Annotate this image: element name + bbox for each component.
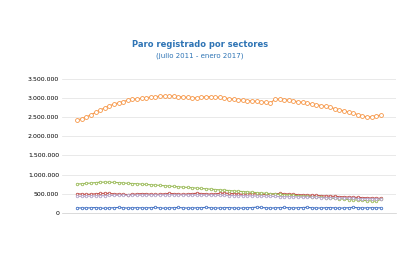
Text: Paro registrado por sectores: Paro registrado por sectores xyxy=(132,40,268,49)
CONSTRUCCIÓN xyxy=(98,181,102,184)
CONSTRUCCIÓN xyxy=(116,181,121,184)
INDUSTRIA xyxy=(199,192,204,195)
Text: Evolución del paro por sectores: Evolución del paro por sectores xyxy=(81,12,319,25)
SIN EMPLEO ANT. xyxy=(75,195,80,198)
SIN EMPLEO ANT. xyxy=(217,194,222,197)
INDUSTRIA xyxy=(112,192,116,195)
Line: CONSTRUCCIÓN: CONSTRUCCIÓN xyxy=(76,181,382,202)
SIN EMPLEO ANT. xyxy=(167,193,172,196)
CONSTRUCCIÓN xyxy=(102,181,107,184)
AGRICULTURA xyxy=(75,206,80,209)
INDUSTRIA xyxy=(360,196,365,199)
AGRICULTURA xyxy=(217,206,222,209)
AGRICULTURA xyxy=(204,206,208,209)
SERVICIOS xyxy=(204,95,208,98)
CONSTRUCCIÓN xyxy=(75,183,80,186)
Line: AGRICULTURA: AGRICULTURA xyxy=(76,206,382,209)
SIN EMPLEO ANT. xyxy=(360,197,365,200)
AGRICULTURA xyxy=(254,206,259,209)
SERVICIOS xyxy=(360,114,365,117)
CONSTRUCCIÓN xyxy=(204,187,208,190)
INDUSTRIA xyxy=(75,192,80,195)
SERVICIOS xyxy=(121,100,126,103)
SERVICIOS xyxy=(75,118,80,122)
CONSTRUCCIÓN xyxy=(356,199,360,202)
AGRICULTURA xyxy=(102,207,107,210)
SIN EMPLEO ANT. xyxy=(310,196,314,199)
SERVICIOS xyxy=(167,94,172,98)
CONSTRUCCIÓN xyxy=(374,200,379,203)
SERVICIOS xyxy=(378,114,383,117)
Line: INDUSTRIA: INDUSTRIA xyxy=(76,192,382,199)
AGRICULTURA xyxy=(360,206,365,209)
SERVICIOS xyxy=(112,102,116,106)
SIN EMPLEO ANT. xyxy=(121,194,126,197)
CONSTRUCCIÓN xyxy=(378,198,383,201)
INDUSTRIA xyxy=(121,193,126,196)
SERVICIOS xyxy=(310,102,314,106)
INDUSTRIA xyxy=(310,194,314,197)
INDUSTRIA xyxy=(222,192,227,195)
AGRICULTURA xyxy=(378,206,383,209)
INDUSTRIA xyxy=(378,197,383,200)
Line: SERVICIOS: SERVICIOS xyxy=(75,94,383,122)
CONSTRUCCIÓN xyxy=(217,188,222,191)
SIN EMPLEO ANT. xyxy=(378,198,383,201)
Line: SIN EMPLEO ANT.: SIN EMPLEO ANT. xyxy=(76,194,382,200)
Text: (julio 2011 - enero 2017): (julio 2011 - enero 2017) xyxy=(156,53,244,59)
INDUSTRIA xyxy=(213,192,218,195)
AGRICULTURA xyxy=(314,206,319,209)
AGRICULTURA xyxy=(116,206,121,209)
SIN EMPLEO ANT. xyxy=(204,194,208,197)
CONSTRUCCIÓN xyxy=(310,195,314,198)
AGRICULTURA xyxy=(98,206,102,209)
SIN EMPLEO ANT. xyxy=(112,194,116,197)
SERVICIOS xyxy=(217,96,222,99)
